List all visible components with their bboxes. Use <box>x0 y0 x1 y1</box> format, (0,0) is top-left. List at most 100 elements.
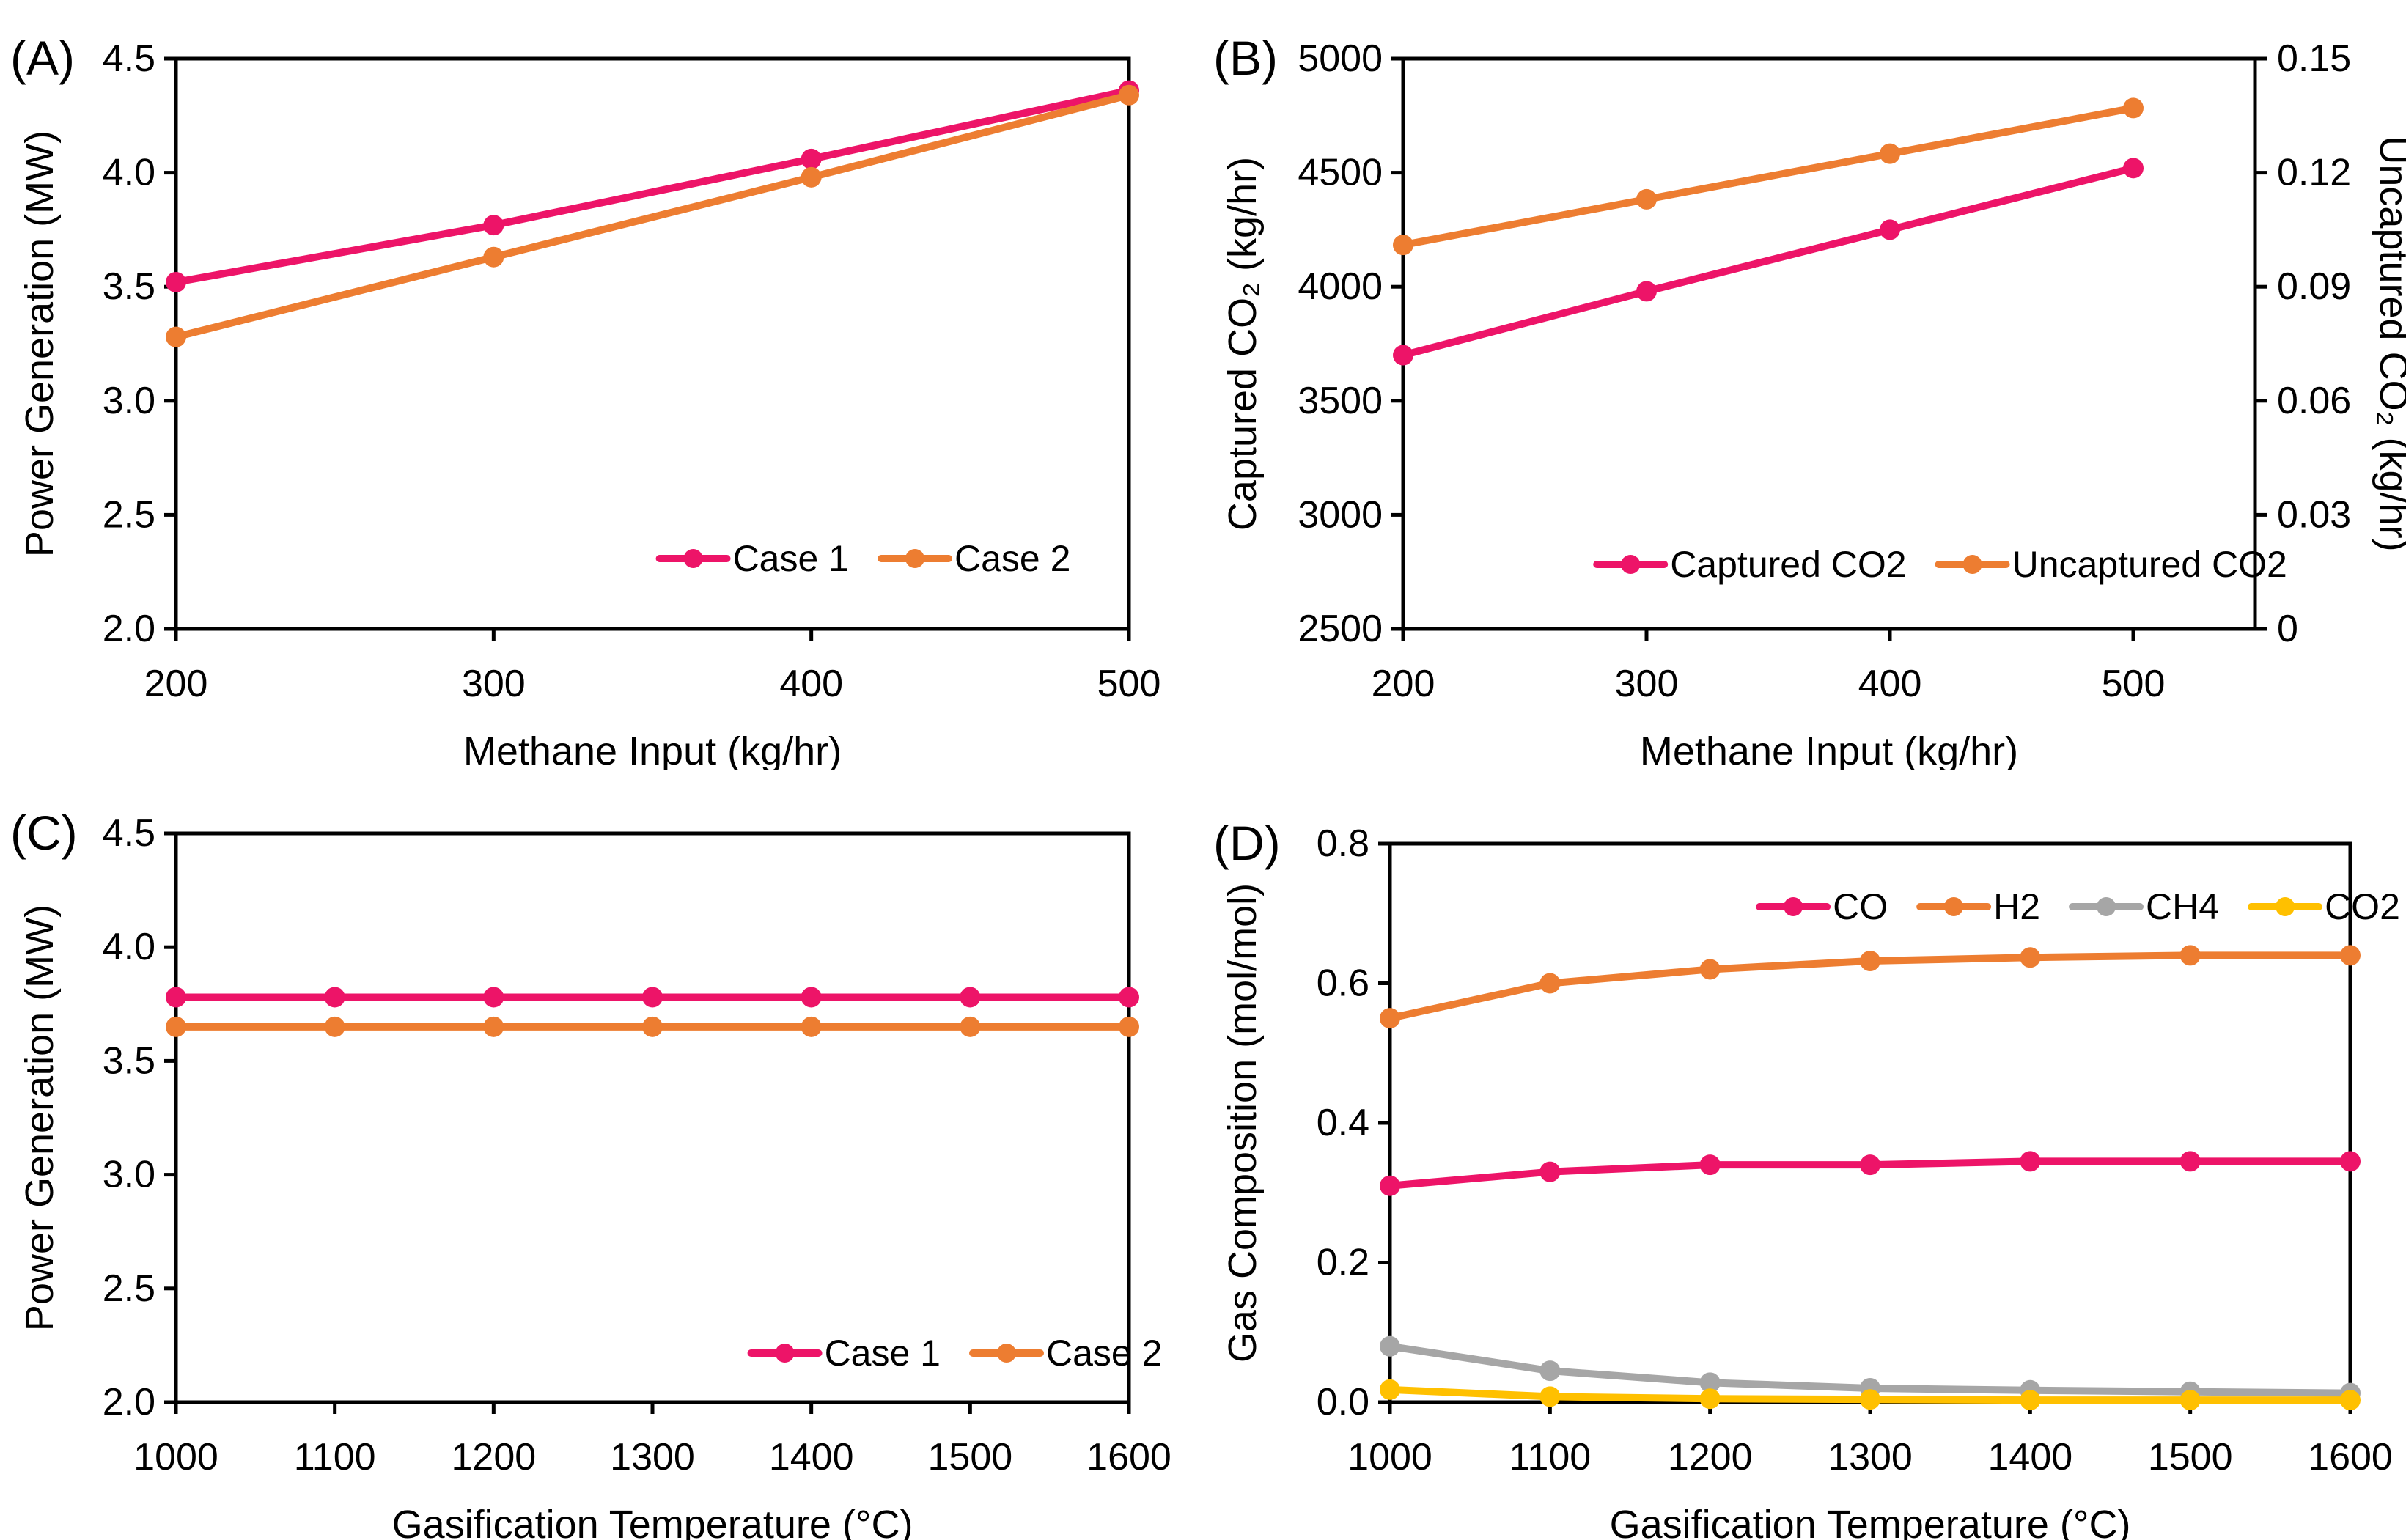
data-point-case-2 <box>1119 1016 1139 1037</box>
y-tick-label: 0.2 <box>1317 1242 1369 1284</box>
data-point-captured-co2 <box>1393 345 1413 366</box>
legend-label: CO2 <box>2325 886 2400 927</box>
x-tick-label: 1600 <box>1086 1436 1171 1478</box>
data-point-case-1 <box>960 987 981 1008</box>
data-point-captured-co2 <box>1880 219 1900 240</box>
data-point-ch4 <box>1539 1360 1561 1382</box>
data-point-case-2 <box>166 1016 186 1037</box>
data-point-ch4 <box>1699 1372 1721 1393</box>
legend-swatch-dot <box>1621 555 1641 574</box>
data-point-captured-co2 <box>1636 281 1657 302</box>
legend: Case 1 Case 2 <box>655 538 1070 579</box>
x-axis-title: Gasification Temperature (°C) <box>392 1503 913 1540</box>
plot-border <box>174 831 1131 1404</box>
panel-label: (D) <box>1213 816 1281 870</box>
legend-item-uncaptured-co2: Uncaptured CO2 <box>1935 544 2287 585</box>
x-tick-label: 500 <box>1097 663 1161 705</box>
data-point-h2 <box>1860 951 1880 972</box>
legend-swatch-dot <box>1962 555 1982 574</box>
x-tick-label: 300 <box>462 663 526 705</box>
legend-swatch-dot <box>997 1344 1016 1363</box>
series-case-1 <box>166 80 1139 292</box>
legend-swatch-dot <box>1784 897 1803 916</box>
y-tick-label: 5000 <box>1298 37 1383 80</box>
legend-item-h2: H2 <box>1916 886 2040 927</box>
y-tick-label: 4500 <box>1298 152 1383 194</box>
legend-item-co: CO <box>1756 886 1888 927</box>
x-tick-label: 1600 <box>2308 1436 2393 1478</box>
data-point-case-2 <box>801 166 822 188</box>
x-axis-title: Methane Input (kg/hr) <box>463 729 842 770</box>
data-point-co2 <box>2020 1390 2041 1411</box>
data-point-h2 <box>2179 945 2201 966</box>
data-point-case-2 <box>801 1016 822 1037</box>
panel-a-chart: (A) 4.5 4.0 3.5 3.0 2.5 2.0 200 300 400 500 Methane… <box>10 31 1161 773</box>
y-tick-label: 3.0 <box>103 1154 155 1196</box>
panel-c: (C) 4.5 4.0 3.5 3.0 2.5 2.0 1000 1100 1200 1300 140… <box>0 770 1203 1540</box>
panel-label: (B) <box>1213 31 1278 85</box>
y-tick-label: 2.0 <box>103 608 155 650</box>
legend: Case 1 Case 2 <box>747 1333 1162 1374</box>
legend-swatch-dot <box>2097 897 2116 916</box>
y-tick-label: 3.0 <box>103 380 155 422</box>
data-point-co <box>1539 1161 1561 1182</box>
panel-label: (A) <box>10 31 75 85</box>
y-tick-label: 0.4 <box>1317 1102 1369 1144</box>
y-tick-label: 4.0 <box>103 152 155 194</box>
panel-d: (D) 0.8 0.6 0.4 0.2 0.0 1000 1100 1200 1300 1400 15… <box>1203 770 2406 1540</box>
y-right-tick-label: 0.06 <box>2277 380 2351 422</box>
data-point-co2 <box>1860 1389 1880 1410</box>
y-right-tick-label: 0 <box>2277 608 2298 650</box>
x-tick-label: 500 <box>2102 663 2166 705</box>
data-point-case-2 <box>483 1016 504 1037</box>
legend-label: Case 2 <box>1046 1333 1162 1374</box>
panel-b: (B) 5000 4500 4000 3500 3000 2500 0.15 0.12 0.09 0… <box>1203 0 2406 773</box>
y-tick-label: 3000 <box>1298 493 1383 536</box>
x-tick-label: 1200 <box>1668 1436 1753 1478</box>
legend: Captured CO2 Uncaptured CO2 <box>1593 544 2287 585</box>
y-tick-label: 0.0 <box>1317 1381 1369 1423</box>
x-tick-label: 1000 <box>133 1436 218 1478</box>
series-case-2 <box>166 84 1139 347</box>
legend-item-case-1: Case 1 <box>747 1333 941 1374</box>
series-h2 <box>1380 945 2361 1029</box>
y-tick-label: 3500 <box>1298 380 1383 422</box>
series-captured-co2 <box>1393 158 2144 366</box>
y-right-tick-label: 0.09 <box>2277 265 2351 308</box>
data-point-h2 <box>2340 945 2361 966</box>
data-point-case-2 <box>166 326 186 347</box>
data-point-co2 <box>2340 1390 2361 1411</box>
y-tick-label: 0.8 <box>1317 822 1369 865</box>
x-axis-title: Gasification Temperature (°C) <box>1610 1503 2131 1540</box>
series-co2 <box>1380 1379 2361 1411</box>
x-tick-label: 400 <box>779 663 843 705</box>
data-point-case-2 <box>960 1016 981 1037</box>
legend-swatch-dot <box>775 1344 795 1363</box>
legend-swatch-dot <box>905 549 924 568</box>
data-point-co <box>2179 1151 2201 1172</box>
x-tick-label: 1300 <box>1828 1436 1913 1478</box>
series-line-case-1 <box>172 86 1133 286</box>
legend-swatch-dot <box>2276 897 2295 916</box>
y-tick-label: 4.5 <box>103 37 155 80</box>
y-axis-title: Power Generation (MW) <box>18 130 62 557</box>
legend-item-case-2: Case 2 <box>969 1333 1162 1374</box>
data-point-co <box>1699 1154 1721 1176</box>
data-point-co <box>1380 1175 1400 1196</box>
data-point-case-1 <box>166 271 186 292</box>
data-point-case-2 <box>642 1016 663 1037</box>
series-case-1 <box>166 987 1139 1008</box>
x-tick-label: 1000 <box>1347 1436 1432 1478</box>
x-tick-label: 400 <box>1858 663 1922 705</box>
legend-label: Captured CO2 <box>1670 544 1906 585</box>
data-point-co <box>1860 1154 1880 1176</box>
data-point-co2 <box>2179 1390 2201 1411</box>
legend-label: Case 2 <box>954 538 1070 579</box>
y-tick-label: 4000 <box>1298 265 1383 308</box>
x-tick-label: 200 <box>1372 663 1435 705</box>
data-point-case-1 <box>166 987 186 1008</box>
data-point-case-1 <box>483 215 504 236</box>
y-right-tick-label: 0.12 <box>2277 152 2351 194</box>
y-tick-label: 2.5 <box>103 1267 155 1310</box>
x-tick-label: 1400 <box>769 1436 854 1478</box>
